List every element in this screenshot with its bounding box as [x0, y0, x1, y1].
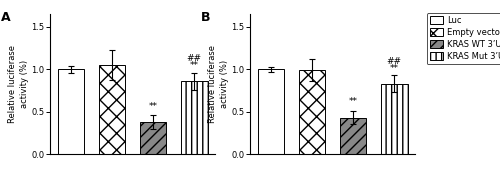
Text: **: ** — [148, 102, 158, 111]
Bar — [381, 84, 407, 154]
Bar — [58, 69, 84, 154]
Text: **: ** — [190, 61, 198, 70]
Bar — [140, 122, 166, 154]
Bar — [258, 69, 284, 154]
Text: **: ** — [348, 97, 358, 106]
Text: A: A — [0, 11, 10, 24]
Text: ##: ## — [386, 57, 402, 66]
Legend: Luc, Empty vector, KRAS WT 3’UTR, KRAS Mut 3’UTR: Luc, Empty vector, KRAS WT 3’UTR, KRAS M… — [426, 13, 500, 64]
Y-axis label: Relative luciferase
activity (%): Relative luciferase activity (%) — [8, 45, 28, 123]
Text: B: B — [200, 11, 210, 24]
Bar — [98, 65, 126, 154]
Text: **: ** — [390, 64, 398, 73]
Bar — [181, 81, 208, 154]
Y-axis label: Relative luciferase
activity (%): Relative luciferase activity (%) — [208, 45, 229, 123]
Text: ##: ## — [186, 54, 202, 63]
Bar — [298, 70, 326, 154]
Bar — [340, 118, 366, 154]
